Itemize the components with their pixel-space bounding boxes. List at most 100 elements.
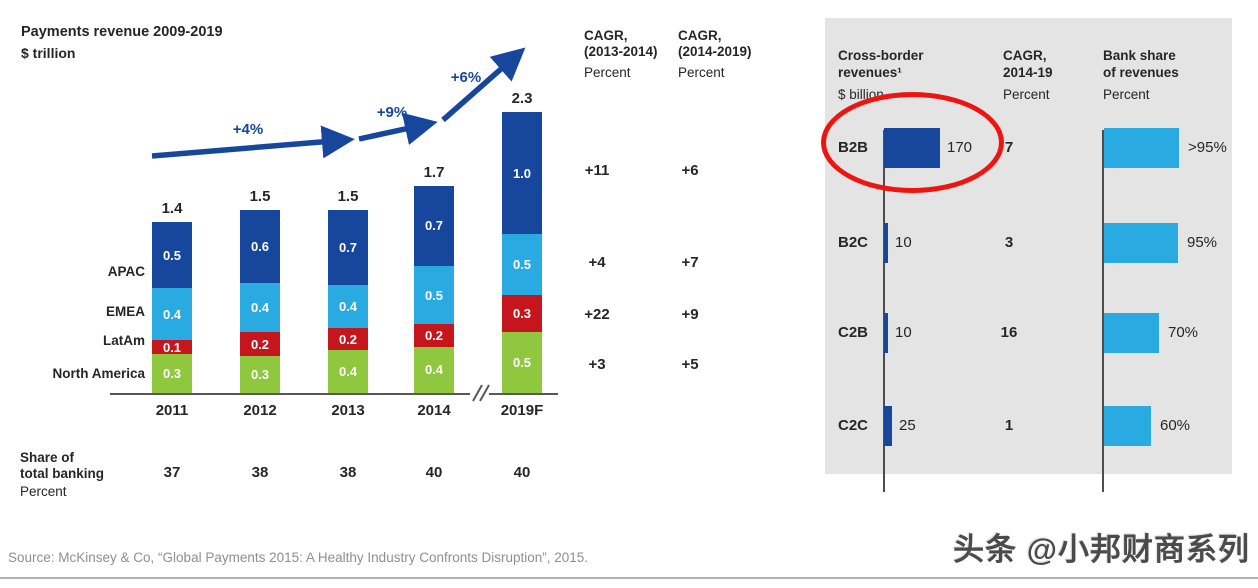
stacked-bar-2012: 0.3 0.2 0.4 0.6 [240,210,280,393]
source-note: Source: McKinsey & Co, “Global Payments … [8,550,589,565]
cagr-value-c2b: 16 [1000,324,1018,341]
growth-arrow-2014-2019: +6% [441,47,526,123]
segment-value-label: 0.1 [162,339,182,355]
segment-north-america: 0.3 [152,353,192,393]
row-label-b2c: B2C [838,234,869,251]
growth-label-plus6: +6% [451,69,481,86]
cagr-2014-2019-header: CAGR, (2014-2019) Percent [678,28,778,81]
cagr-2014-2019-value: +7 [681,254,699,271]
segment-value-label: 0.3 [250,367,270,383]
segment-north-america: 0.4 [414,346,454,393]
stacked-bar-2013: 0.4 0.2 0.4 0.7 [328,210,368,393]
segment-emea: 0.5 [414,266,454,324]
header-line2: of revenues [1103,64,1179,80]
segment-emea: 0.4 [152,287,192,341]
segment-value-label: 0.5 [512,257,532,273]
share-of-total-banking-unit: Percent [20,484,67,499]
bank-share-axis-line [1102,130,1104,492]
segment-latam: 0.1 [152,339,192,355]
segment-emea: 0.5 [502,234,542,296]
x-axis-label-2019F: 2019F [500,402,544,419]
x-axis-label-2011: 2011 [155,402,189,419]
region-label-emea: EMEA [105,304,145,319]
region-label-north-america: North America [52,366,145,381]
bar-total-label: 1.7 [423,163,445,181]
segment-value-label: 0.3 [512,306,532,322]
cagr-header-line2: (2014-2019) [678,44,752,59]
segment-value-label: 0.2 [338,331,358,347]
segment-value-label: 0.2 [250,336,270,352]
header-line2: revenues¹ [838,64,902,80]
segment-latam: 0.2 [414,323,454,347]
revenue-axis-line [883,130,885,492]
bank-share-value-c2b: 70% [1168,324,1199,341]
share-of-total-banking-label: Share of total banking [20,450,104,481]
share-of-banking-value: 40 [425,464,443,481]
bar-total-label: 1.5 [249,188,271,205]
segment-apac: 1.0 [502,112,542,235]
bank-share-header: Bank share of revenues Percent [1103,48,1179,104]
revenue-bar-c2c [884,406,892,446]
revenue-value-c2b: 10 [895,324,912,341]
cagr-value-b2b: 7 [1004,139,1014,156]
cagr-2014-2019-value: +5 [681,356,699,373]
segment-value-label: 0.4 [424,362,444,378]
header-line1: Cross-border [838,48,924,63]
segment-apac: 0.7 [414,185,454,267]
share-of-banking-value: 37 [163,464,181,481]
cross-border-panel: Cross-border revenues¹ $ billion CAGR, 2… [825,18,1232,492]
growth-arrow-2013-2014: +9% [358,104,438,146]
header-line1: Bank share [1103,48,1176,63]
growth-label-plus4: +4% [233,121,263,138]
cagr-header-line1: CAGR, [584,28,628,43]
segment-value-label: 0.6 [250,239,270,255]
cagr-value-b2c: 3 [1004,234,1014,251]
segment-latam: 0.2 [240,332,280,357]
bank-share-value-b2c: 95% [1187,234,1218,251]
cagr-header-unit: Percent [584,65,631,80]
revenue-value-c2c: 25 [899,417,916,434]
stacked-bar-2011: 0.3 0.1 0.4 0.5 [152,222,192,393]
segment-value-label: 0.4 [250,300,270,316]
bank-share-bar-c2b [1104,313,1159,353]
stacked-bar-2019F: 0.5 0.3 0.5 1.0 [502,112,542,393]
revenue-bar-b2c [884,223,888,263]
bar-total-label: 2.3 [511,90,533,108]
segment-value-label: 0.5 [162,247,182,263]
growth-label-plus9: +9% [377,104,407,121]
growth-arrow-2011-2013: +4% [151,121,355,159]
segment-value-label: 0.4 [338,299,358,315]
segment-emea: 0.4 [328,285,368,329]
bar-total-label: 1.4 [161,200,183,218]
header-unit: Percent [1103,87,1150,102]
cagr-header-line1: CAGR, [678,28,722,43]
stacked-bar-2014: 0.4 0.2 0.5 0.7 [414,185,454,393]
share-of-banking-value: 40 [513,464,531,481]
bar-total-label: 1.5 [337,188,359,205]
x-axis-label-2012: 2012 [243,402,277,419]
share-label-line2: total banking [20,465,104,481]
region-label-apac: APAC [107,264,145,279]
row-label-c2b: C2B [838,324,869,341]
cagr-2013-2014-value: +22 [584,306,610,323]
bank-share-bar-b2c [1104,223,1178,263]
header-line1: CAGR, [1003,48,1047,63]
segment-north-america: 0.3 [240,356,280,393]
cagr-2014-19-header: CAGR, 2014-19 Percent [1003,48,1053,104]
header-line2: 2014-19 [1003,64,1053,80]
cagr-header-unit: Percent [678,65,725,80]
x-axis-label-2014: 2014 [417,402,451,419]
segment-value-label: 0.5 [512,354,532,370]
x-axis-line [110,393,558,395]
segment-apac: 0.5 [152,222,192,288]
segment-value-label: 0.5 [424,287,444,303]
revenue-value-b2c: 10 [895,234,912,251]
cagr-2014-2019-value: +9 [681,306,699,323]
segment-value-label: 0.7 [338,240,358,256]
bank-share-bar-b2b [1104,128,1179,168]
segment-value-label: 0.3 [162,365,182,381]
bank-share-value-c2c: 60% [1160,417,1191,434]
cagr-value-c2c: 1 [1004,417,1014,434]
share-of-banking-value: 38 [251,464,269,481]
